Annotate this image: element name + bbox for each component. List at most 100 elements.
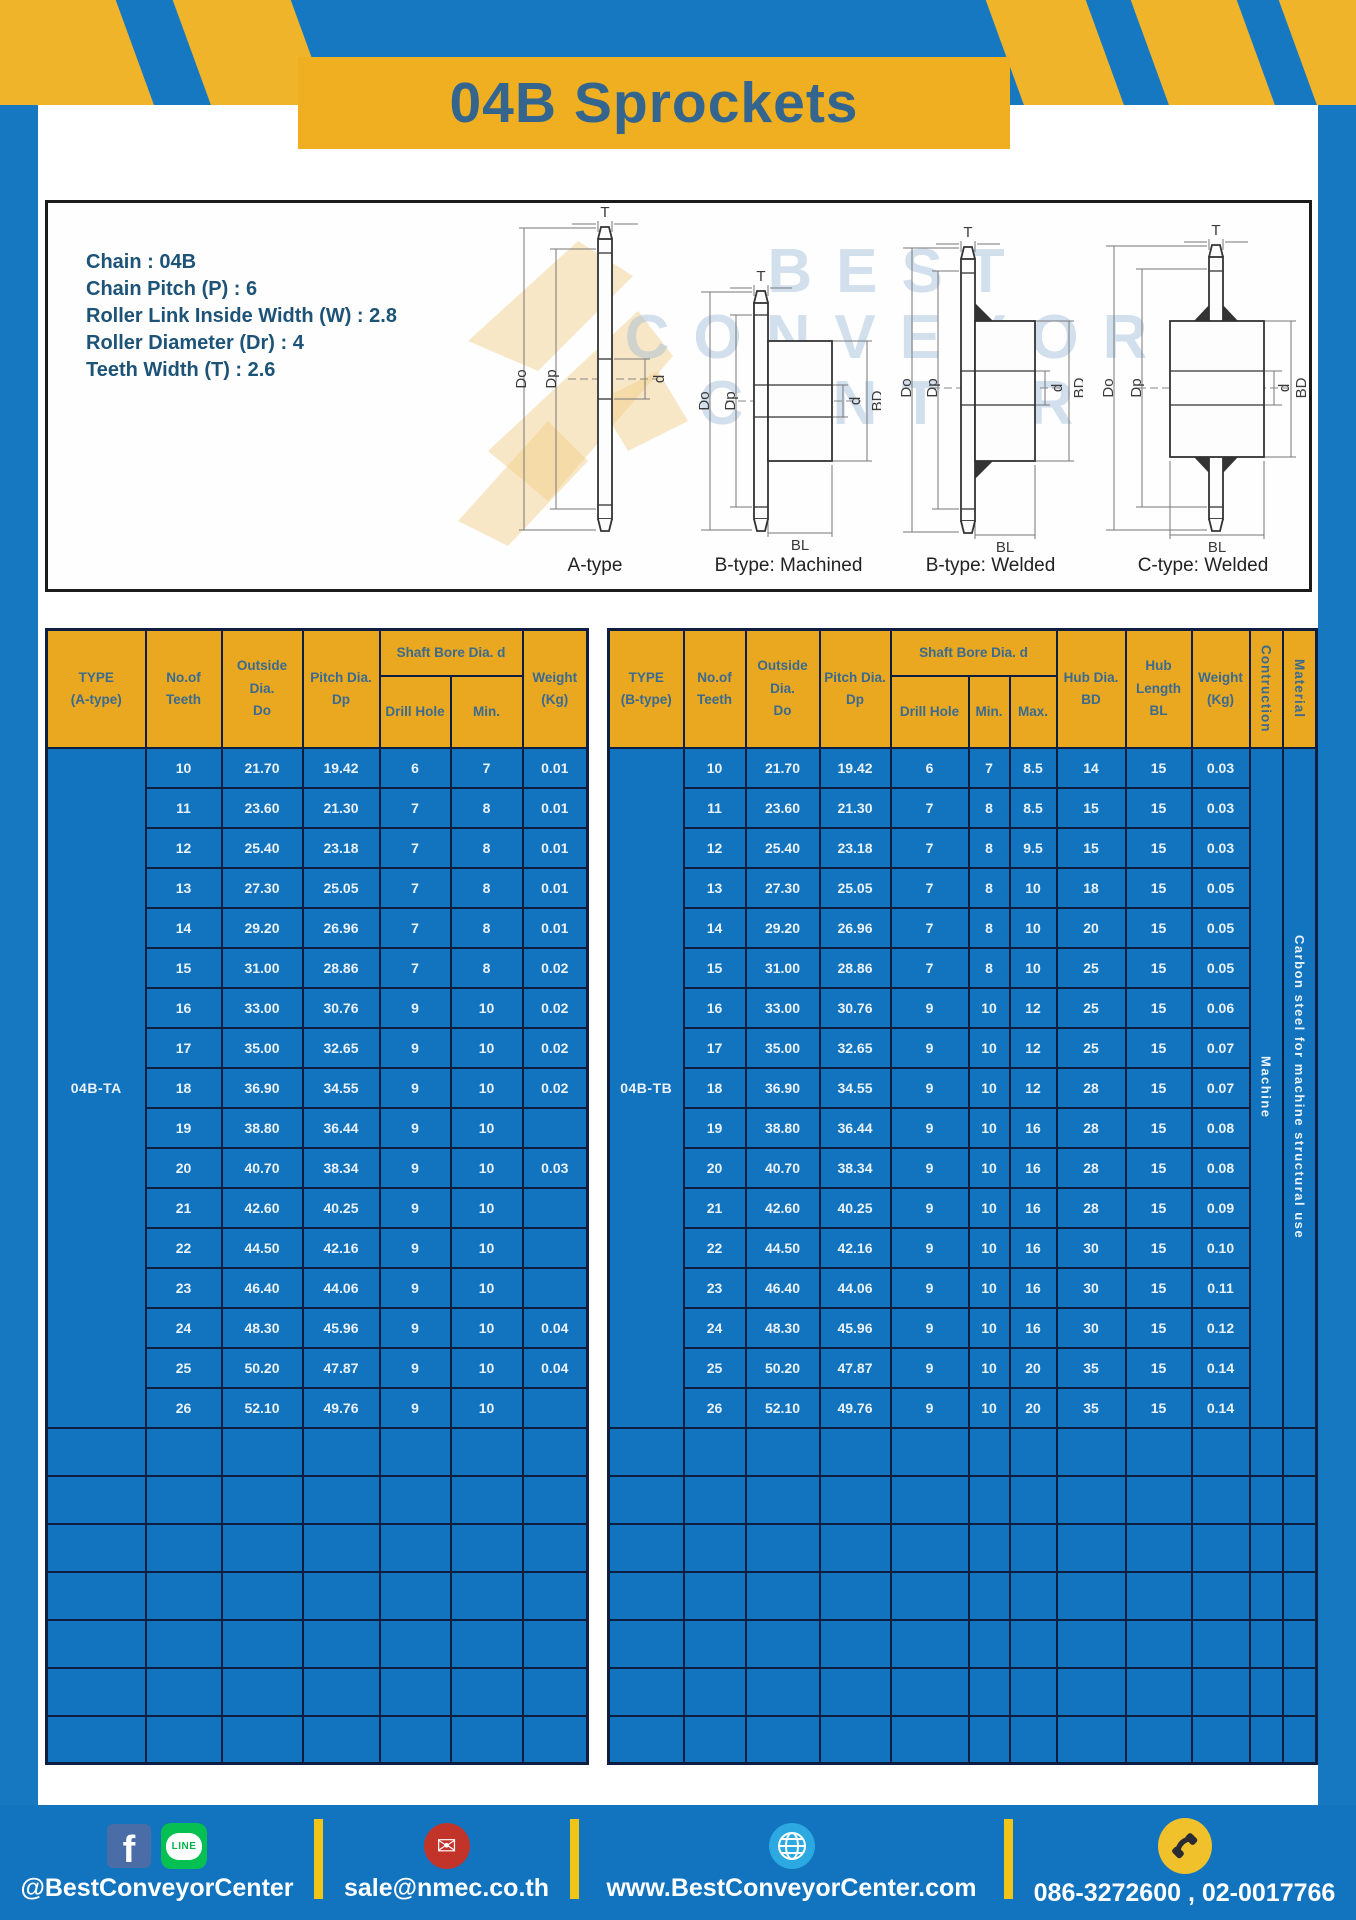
empty-cell	[1248, 1714, 1284, 1765]
data-cell: 14	[682, 906, 747, 949]
data-cell: 0.07	[1190, 1066, 1251, 1109]
data-cell: 18	[682, 1066, 747, 1109]
data-cell: 0.03	[1190, 826, 1251, 869]
data-cell: 15	[1124, 946, 1193, 989]
data-cell	[521, 1186, 589, 1229]
empty-cell	[144, 1474, 223, 1525]
drawing-caption: C-type: Welded	[1137, 555, 1269, 576]
table-row: 22 44.50 42.16 9 10	[47, 1226, 589, 1269]
data-cell: 0.03	[521, 1146, 589, 1189]
data-cell: 10	[967, 1186, 1011, 1229]
empty-cell	[1190, 1618, 1251, 1669]
data-cell: 0.03	[1190, 746, 1251, 789]
table-row: 25 50.20 47.87 9 10 20 35 15 0.14	[609, 1346, 1317, 1389]
data-cell: 10	[967, 1106, 1011, 1149]
col-header-hub-dia: Hub Dia. BD	[1055, 628, 1127, 749]
data-cell: 15	[1124, 986, 1193, 1029]
table-row: 18 36.90 34.55 9 10 0.02	[47, 1066, 589, 1109]
data-cell: 28	[1055, 1066, 1127, 1109]
data-cell: 10	[449, 1386, 524, 1429]
empty-cell	[1248, 1474, 1284, 1525]
data-cell: 9	[889, 1186, 970, 1229]
data-cell: 15	[1124, 746, 1193, 789]
col-header-drill-hole: Drill Hole	[889, 674, 970, 749]
empty-cell	[1190, 1522, 1251, 1573]
data-cell: 7	[889, 906, 970, 949]
empty-cell	[449, 1570, 524, 1621]
data-cell: 31.00	[220, 946, 304, 989]
data-cell: 9	[889, 1266, 970, 1309]
data-cell: 36.44	[818, 1106, 892, 1149]
table-row: 15 31.00 28.86 7 8 0.02	[47, 946, 589, 989]
empty-cell	[1008, 1474, 1058, 1525]
dim-label-t: T	[600, 205, 609, 221]
data-cell: 26.96	[818, 906, 892, 949]
data-cell: 44.50	[220, 1226, 304, 1269]
empty-cell	[1190, 1714, 1251, 1765]
chain-specs: Chain : 04B Chain Pitch (P) : 6 Roller L…	[86, 249, 397, 384]
col-header-type: TYPE (A-type)	[45, 628, 147, 749]
empty-cell	[1124, 1618, 1193, 1669]
empty-cell	[607, 1426, 685, 1477]
table-row: 04B-TB 10 21.70 19.42 6 7 8.5 14 15 0.03 Machine Ca…	[607, 746, 1318, 1429]
data-cell: 0.02	[521, 946, 589, 989]
data-cell: 47.87	[818, 1346, 892, 1389]
data-cell: 0.01	[521, 906, 589, 949]
col-header-hub-length: Hub Length BL	[1124, 628, 1193, 749]
data-cell: 15	[1124, 866, 1193, 909]
empty-cell	[1008, 1570, 1058, 1621]
empty-cell	[220, 1474, 304, 1525]
data-cell: 45.96	[301, 1306, 381, 1349]
data-cell: 21.30	[301, 786, 381, 829]
empty-cell	[1124, 1426, 1193, 1477]
data-cell: 52.10	[220, 1386, 304, 1429]
data-cell: 38.80	[220, 1106, 304, 1149]
data-cell: 38.80	[744, 1106, 821, 1149]
empty-cell	[144, 1570, 223, 1621]
data-cell: 23.18	[818, 826, 892, 869]
construction-cell-text: Machine	[1258, 1056, 1274, 1119]
data-cell: 16	[1008, 1106, 1058, 1149]
empty-cell	[378, 1666, 452, 1717]
empty-cell	[607, 1714, 685, 1765]
data-cell: 0.14	[1190, 1346, 1251, 1389]
material-cell-text: Carbon steel for machine structural use	[1291, 935, 1307, 1240]
data-cell: 40.25	[818, 1186, 892, 1229]
table-row: 12 25.40 23.18 7 8 0.01	[47, 826, 589, 869]
data-cell: 34.55	[818, 1066, 892, 1109]
col-header-shaft-bore: Shaft Bore Dia. d	[378, 628, 524, 677]
empty-cell	[1190, 1666, 1251, 1717]
empty-cell	[521, 1426, 589, 1477]
data-cell: 9	[378, 1106, 452, 1149]
website-url: www.BestConveyorCenter.com	[606, 1874, 977, 1902]
empty-cell	[967, 1618, 1011, 1669]
empty-cell	[521, 1618, 589, 1669]
phone-icon	[1157, 1818, 1212, 1874]
empty-cell	[301, 1714, 381, 1765]
data-cell: 6	[889, 746, 970, 789]
data-cell: 25.05	[818, 866, 892, 909]
phone-numbers: 086-3272600 , 02-0017766	[1033, 1879, 1336, 1907]
sprocket-drawing-a-type: T Do Dp d	[510, 204, 680, 544]
data-cell: 10	[449, 1146, 524, 1189]
empty-cell	[818, 1618, 892, 1669]
data-cell: 7	[378, 786, 452, 829]
email-icon: ✉	[423, 1823, 470, 1869]
empty-table-row	[45, 1570, 589, 1621]
dim-label-bl: BL	[791, 537, 809, 554]
data-cell: 17	[682, 1026, 747, 1069]
empty-cell	[1124, 1522, 1193, 1573]
data-cell: 0.01	[521, 786, 589, 829]
empty-cell	[607, 1618, 685, 1669]
data-cell: 10	[449, 1106, 524, 1149]
dim-label-bl: BL	[996, 539, 1014, 555]
data-cell: 8	[967, 946, 1011, 989]
data-cell: 17	[144, 1026, 223, 1069]
data-cell: 9	[378, 1306, 452, 1349]
data-cell: 10	[449, 986, 524, 1029]
table-row: 19 38.80 36.44 9 10	[47, 1106, 589, 1149]
col-header-outside-dia: Outside Dia. Do	[220, 628, 304, 749]
spec-line: Chain : 04B	[86, 251, 197, 273]
dim-label-d: d	[1276, 384, 1293, 392]
empty-cell	[1248, 1426, 1284, 1477]
